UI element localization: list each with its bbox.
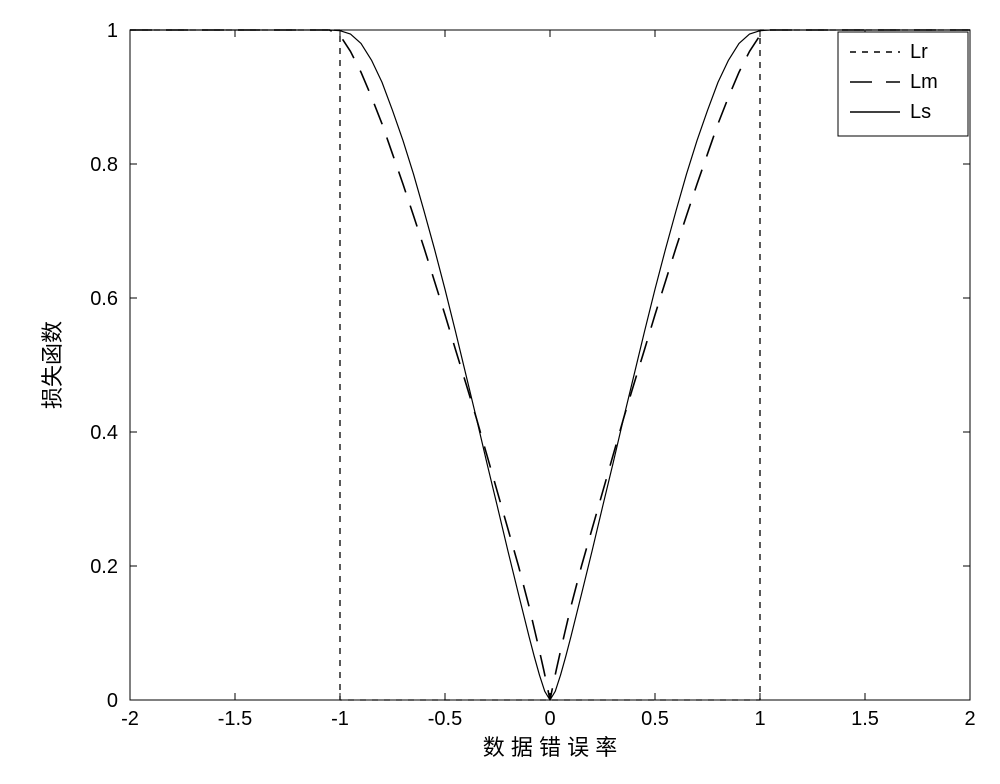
y-axis-label: 损失函数 <box>40 321 65 409</box>
xtick-label: -1.5 <box>218 708 252 730</box>
x-axis-label: 数 据 错 误 率 <box>483 735 617 760</box>
xtick-label: 1.5 <box>851 708 879 730</box>
xtick-label: 0 <box>544 708 555 730</box>
ytick-label: 0.8 <box>90 154 118 176</box>
xtick-label: -0.5 <box>428 708 462 730</box>
xtick-label: 1 <box>754 708 765 730</box>
legend-label: Lr <box>910 41 928 63</box>
xtick-label: 0.5 <box>641 708 669 730</box>
xtick-label: 2 <box>964 708 975 730</box>
ytick-label: 0.4 <box>90 422 118 444</box>
legend-box <box>838 32 968 136</box>
ytick-label: 0.2 <box>90 556 118 578</box>
legend-label: Ls <box>910 101 931 123</box>
ytick-label: 0 <box>107 690 118 712</box>
chart-container: -2 -1.5 -1 -0.5 0 0.5 1 1.5 2 0 0.2 0.4 0.6 0.8 1 数 据 错… <box>0 0 1000 784</box>
ytick-label: 0.6 <box>90 288 118 310</box>
loss-function-chart: -2 -1.5 -1 -0.5 0 0.5 1 1.5 2 0 0.2 0.4 0.6 0.8 1 数 据 错… <box>0 0 1000 784</box>
ytick-label: 1 <box>107 20 118 42</box>
legend-label: Lm <box>910 71 938 93</box>
xtick-label: -2 <box>121 708 139 730</box>
xtick-label: -1 <box>331 708 349 730</box>
